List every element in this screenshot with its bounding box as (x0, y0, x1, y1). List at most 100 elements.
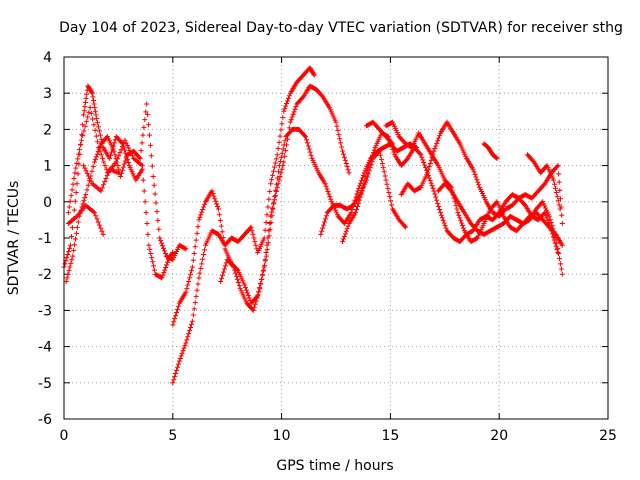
data-point (183, 340, 189, 346)
data-point (187, 275, 193, 281)
data-point (371, 147, 377, 153)
data-point (186, 278, 192, 284)
data-point (211, 193, 217, 199)
data-point (391, 149, 397, 155)
data-point (285, 95, 291, 101)
y-tick-label: -3 (38, 303, 52, 319)
data-point (121, 161, 127, 167)
data-point (453, 202, 459, 208)
data-point (457, 215, 463, 221)
data-point (99, 185, 105, 191)
data-point (105, 169, 111, 175)
data-point (142, 117, 148, 123)
data-point (422, 162, 428, 168)
data-point (559, 212, 565, 218)
data-point (271, 168, 277, 174)
data-point (547, 216, 553, 222)
data-point (100, 182, 106, 188)
data-point (118, 173, 124, 179)
data-point (385, 185, 391, 191)
data-point (194, 230, 200, 236)
data-point (146, 242, 152, 248)
data-point (358, 178, 364, 184)
plot-frame (63, 56, 609, 420)
data-point (172, 316, 178, 322)
data-point (196, 217, 202, 223)
data-point (188, 321, 194, 327)
data-point (557, 261, 563, 267)
data-point (318, 231, 324, 237)
data-point (141, 188, 147, 194)
data-point (311, 72, 317, 78)
data-point (76, 151, 82, 157)
series-track-15 (524, 152, 563, 212)
data-point (554, 246, 560, 252)
data-point (277, 158, 283, 164)
data-point (460, 225, 466, 231)
data-point (286, 125, 292, 131)
data-point (92, 127, 98, 133)
data-point (75, 156, 81, 162)
data-point (146, 132, 152, 138)
y-tick-label: -6 (38, 412, 52, 428)
data-point (555, 163, 561, 169)
data-point (146, 122, 152, 128)
data-point (209, 188, 215, 194)
data-point (192, 300, 198, 306)
data-point (552, 185, 558, 191)
data-point (255, 292, 261, 298)
data-point (343, 228, 349, 234)
data-point (431, 188, 437, 194)
data-point (432, 146, 438, 152)
data-point (82, 104, 88, 110)
data-point (262, 258, 268, 264)
data-point (475, 179, 481, 185)
data-point (235, 279, 241, 285)
data-point (69, 257, 75, 263)
data-point (232, 267, 238, 273)
data-point (100, 155, 106, 161)
data-point (219, 229, 225, 235)
data-point (172, 374, 178, 380)
data-point (125, 159, 131, 165)
data-point (98, 225, 104, 231)
data-point (83, 192, 89, 198)
data-point (340, 239, 346, 245)
data-point (335, 127, 341, 133)
data-point (77, 142, 83, 148)
series-track-1 (61, 83, 176, 281)
data-point (278, 170, 284, 176)
data-point (554, 164, 560, 170)
data-point (183, 246, 189, 252)
data-point (123, 155, 129, 161)
data-point (323, 213, 329, 219)
data-point (199, 209, 205, 215)
data-point (302, 133, 308, 139)
data-point (267, 226, 273, 232)
data-point (89, 89, 95, 95)
data-point (71, 207, 77, 213)
data-point (266, 233, 272, 239)
data-point (145, 231, 151, 237)
data-point (286, 93, 292, 99)
data-point (291, 109, 297, 115)
data-point (281, 159, 287, 165)
y-tick-label: 4 (43, 50, 52, 66)
data-point (70, 253, 76, 259)
data-point (322, 181, 328, 187)
data-point (66, 204, 72, 210)
data-point (358, 180, 364, 186)
data-point (454, 206, 460, 212)
data-point (188, 268, 194, 274)
data-point (388, 198, 394, 204)
data-point (274, 152, 280, 158)
data-point (92, 156, 98, 162)
data-point (140, 177, 146, 183)
data-point (178, 353, 184, 359)
data-point (81, 112, 87, 118)
data-point (251, 235, 257, 241)
data-point (243, 287, 249, 293)
data-point (170, 322, 176, 328)
data-point (75, 219, 81, 225)
data-point (183, 289, 189, 295)
